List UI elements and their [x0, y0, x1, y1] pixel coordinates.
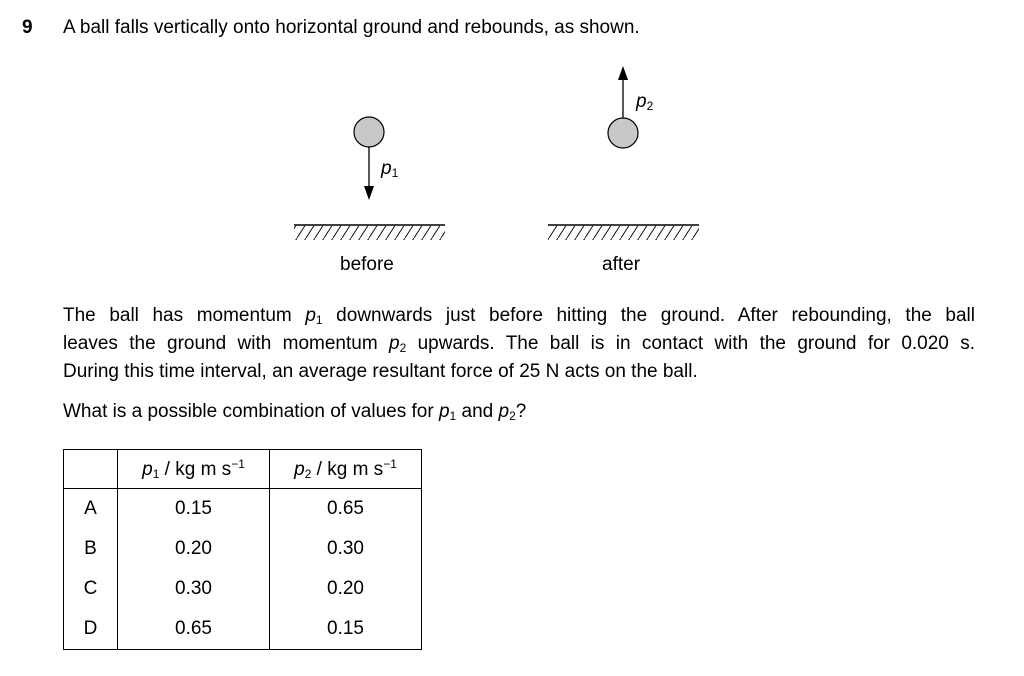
para-line-3: During this time interval, an average re… [63, 361, 698, 382]
label-before: before [340, 254, 394, 275]
question-number: 9 [22, 17, 33, 38]
table-header-row: p1 / kg m s−1 p2 / kg m s−1 [63, 449, 422, 489]
ball-diagram [294, 66, 699, 240]
option-p1: 0.15 [117, 488, 270, 529]
question-prompt: What is a possible combination of values… [63, 401, 527, 423]
table-row: B 0.20 0.30 [63, 529, 422, 569]
option-letter: C [63, 569, 118, 609]
question-stem: A ball falls vertically onto horizontal … [63, 17, 640, 38]
option-letter: A [63, 488, 118, 529]
label-p1: p1 [381, 158, 399, 180]
description-paragraph: The ball has momentum p1 downwards just … [63, 304, 975, 384]
option-letter: B [63, 529, 118, 569]
option-p2: 0.65 [269, 488, 422, 529]
option-p1: 0.65 [117, 609, 270, 650]
table-row: C 0.30 0.20 [63, 569, 422, 609]
option-p1: 0.30 [117, 569, 270, 609]
option-p2: 0.15 [269, 609, 422, 650]
ground-before-hatch [294, 226, 445, 240]
option-letter: D [63, 609, 118, 650]
table-row: D 0.65 0.15 [63, 609, 422, 650]
arrow-p2-head [618, 66, 628, 80]
ball-after [607, 117, 639, 149]
label-p2: p2 [636, 91, 654, 113]
header-p1: p1 / kg m s−1 [117, 449, 270, 489]
arrow-p1-head [364, 186, 374, 200]
ground-after-hatch [548, 226, 699, 240]
ball-before [353, 116, 385, 148]
table-row: A 0.15 0.65 [63, 488, 422, 529]
label-after: after [602, 254, 641, 275]
header-p2: p2 / kg m s−1 [269, 449, 422, 489]
para-line-1: The ball has momentum p1 downwards just … [63, 305, 975, 327]
option-p2: 0.20 [269, 569, 422, 609]
option-p2: 0.30 [269, 529, 422, 569]
option-p1: 0.20 [117, 529, 270, 569]
options-table: p1 / kg m s−1 p2 / kg m s−1 A 0.15 0.65 … [63, 449, 422, 650]
para-line-2: leaves the ground with momentum p2 upwar… [63, 333, 975, 355]
